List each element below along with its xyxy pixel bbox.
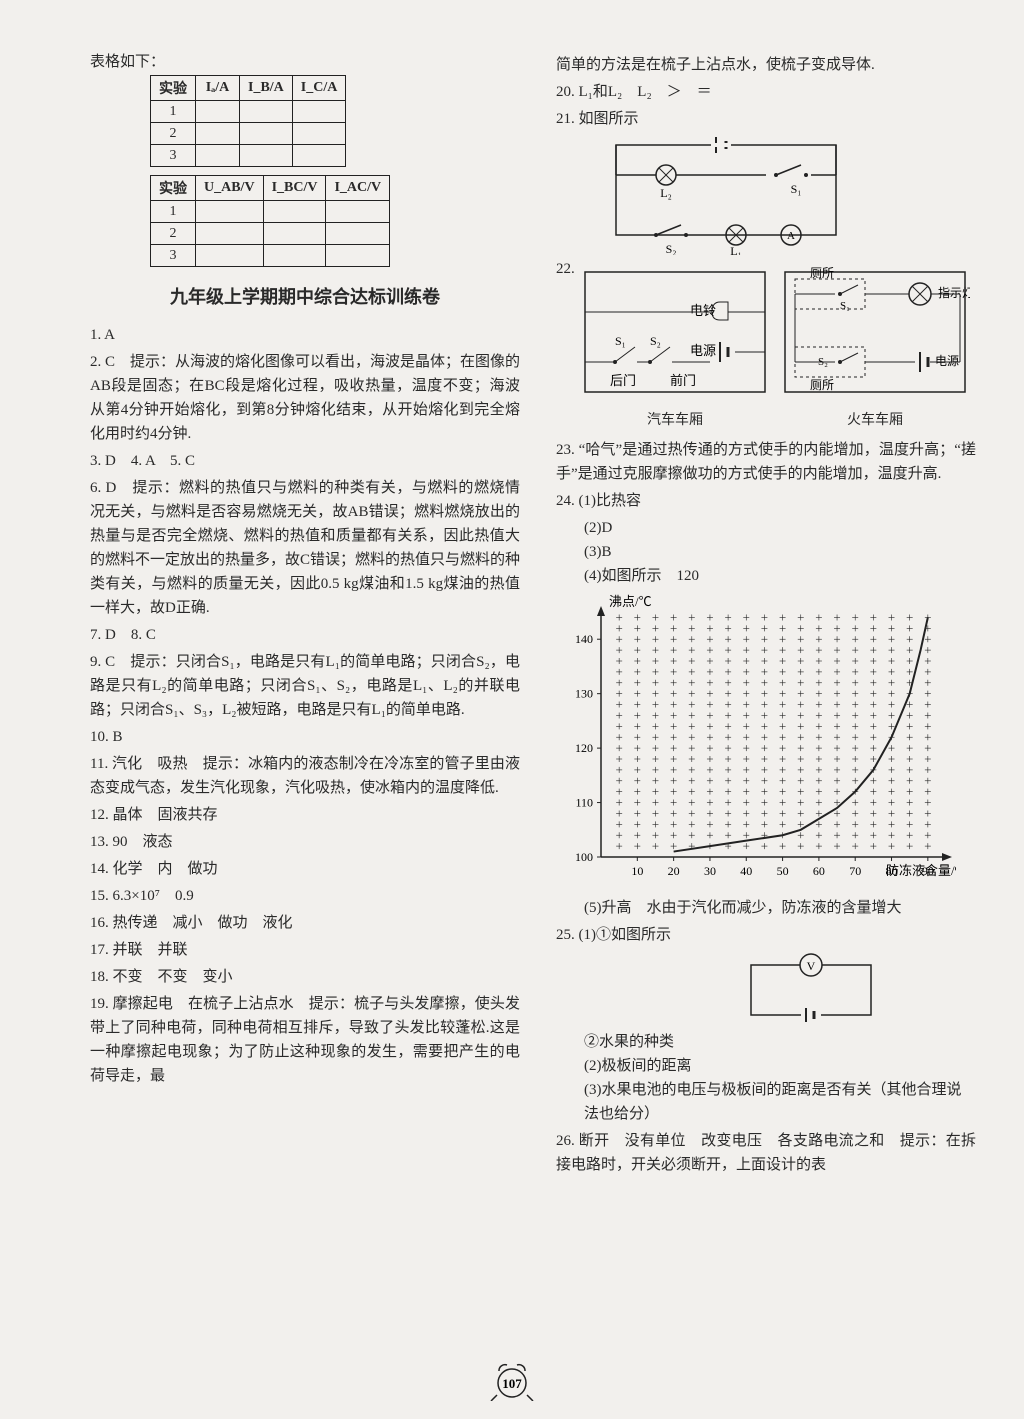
svg-text:130: 130 [575,687,593,701]
t2-h1: U_AB/V [196,176,264,201]
table-1: 实验 Iₐ/A I_B/A I_C/A 1 2 3 [150,75,346,167]
lbl-front: 前门 [670,373,696,388]
q26: 26. 断开 没有单位 改变电压 各支路电流之和 提示：在拆接电路时，开关必须断… [556,1129,976,1177]
svg-text:30: 30 [704,864,716,878]
q19: 19. 摩擦起电 在梳子上沾点水 提示：梳子与头发摩擦，使头发带上了同种电荷，同… [90,992,520,1088]
q12: 12. 晶体 固液共存 [90,803,520,827]
table-2: 实验 U_AB/V I_BC/V I_AC/V 1 2 3 [150,175,390,267]
svg-text:10: 10 [631,864,643,878]
q14: 14. 化学 内 做功 [90,857,520,881]
table-intro: 表格如下： [90,50,520,71]
t2-r3: 3 [151,245,196,267]
t1-r3: 3 [151,145,196,167]
lbl-wc1: 厕所 [810,267,834,280]
right-top: 简单的方法是在梳子上沾点水，使梳子变成导体. [556,53,976,77]
q20: 20. L₁和L₂ L₂ ＞ ＝ [556,80,976,104]
lbl-car-S2: S₂ [650,334,661,348]
svg-text:沸点/℃: 沸点/℃ [609,594,652,609]
section-heading: 九年级上学期期中综合达标训练卷 [90,283,520,309]
svg-text:60: 60 [813,864,825,878]
lbl-bell: 电铃 [690,303,716,318]
t1-h0: 实验 [151,76,196,101]
box-train: 厕所 S₁ 指示灯 厕所 S₂ [780,267,970,429]
q24-4: (4)如图所示 120 [556,564,976,588]
page-number-badge: 107 [477,1351,547,1401]
svg-text:110: 110 [575,796,593,810]
svg-text:100: 100 [575,850,593,864]
t2-h2: I_BC/V [263,176,326,201]
lbl-L2: L₂ [660,186,672,200]
q1: 1. A [90,323,520,347]
caption-train: 火车车厢 [780,409,970,429]
q25-3: (3)水果电池的电压与极板间的距离是否有关（其他合理说法也给分） [556,1078,976,1126]
t2-r1: 1 [151,201,196,223]
lbl-back: 后门 [610,373,636,388]
q15: 15. 6.3×10⁷ 0.9 [90,884,520,908]
svg-text:防冻液含量/%: 防冻液含量/% [886,863,956,878]
lbl-S2: S₂ [666,242,677,255]
t1-r1: 1 [151,101,196,123]
lbl-lamp: 指示灯 [938,285,970,300]
svg-text:50: 50 [777,864,789,878]
q10: 10. B [90,725,520,749]
q2: 2. C 提示：从海波的熔化图像可以看出，海波是晶体；在图像的AB段是固态；在B… [90,350,520,446]
caption-car: 汽车车厢 [580,409,770,429]
q3: 3. D 4. A 5. C [90,449,520,473]
q11: 11. 汽化 吸热 提示：冰箱内的液态制冷在冷冻室的管子里由液态变成气态，发生汽… [90,752,520,800]
svg-text:140: 140 [575,632,593,646]
q25-1: 25. (1)①如图所示 [556,923,976,947]
t1-h2: I_B/A [240,76,293,101]
t2-r2: 2 [151,223,196,245]
q18: 18. 不变 不变 变小 [90,965,520,989]
boiling-point-chart: 100110120130140102030405060708090沸点/℃防冻液… [556,592,976,892]
q22-label: 22. [556,261,580,278]
lbl-wc2: 厕所 [810,378,834,392]
lbl-L1: L₁ [730,244,742,255]
q24-5: (5)升高 水由于汽化而减少，防冻液的含量增大 [556,896,976,920]
q17: 17. 并联 并联 [90,938,520,962]
q24-3: (3)B [556,540,976,564]
svg-text:120: 120 [575,741,593,755]
q25-1b: ②水果的种类 [556,1030,976,1054]
q6: 6. D 提示：燃料的热值只与燃料的种类有关，与燃料的燃烧情况无关，与燃料是否容… [90,476,520,620]
t1-r2: 2 [151,123,196,145]
lbl-power: 电源 [690,343,716,358]
lbl-V: V [807,959,816,973]
page-num: 107 [502,1376,522,1391]
q24-2: (2)D [556,516,976,540]
lbl-S1: S₁ [791,182,802,196]
q7: 7. D 8. C [90,623,520,647]
lbl-tpower: 电源 [935,354,959,368]
t2-h3: I_AC/V [326,176,390,201]
q23: 23. “哈气”是通过热传通的方式使手的内能增加，温度升高；“搓手”是通过克服摩… [556,438,976,486]
t1-h1: Iₐ/A [196,76,240,101]
lbl-car-S1: S₁ [615,334,626,348]
t1-h3: I_C/A [292,76,346,101]
box-car: 电铃 电源 S₁ S₂ 后门 前门 [580,267,770,429]
svg-text:70: 70 [849,864,861,878]
svg-text:40: 40 [740,864,752,878]
circuit-25: V [736,950,976,1030]
lbl-A: A [787,230,795,242]
circuit-21: L₂ S₁ S₂ L₁ [596,135,976,255]
q9: 9. C 提示：只闭合S₁，电路是只有L₁的简单电路；只闭合S₂，电路是只有L₂… [90,650,520,722]
q25-2: (2)极板间的距离 [556,1054,976,1078]
t2-h0: 实验 [151,176,196,201]
svg-text:20: 20 [668,864,680,878]
q16: 16. 热传递 减小 做功 液化 [90,911,520,935]
q13: 13. 90 液态 [90,830,520,854]
q24-1: 24. (1)比热容 [556,489,976,513]
lbl-tS1: S₁ [840,300,850,312]
q21: 21. 如图所示 [556,107,976,131]
